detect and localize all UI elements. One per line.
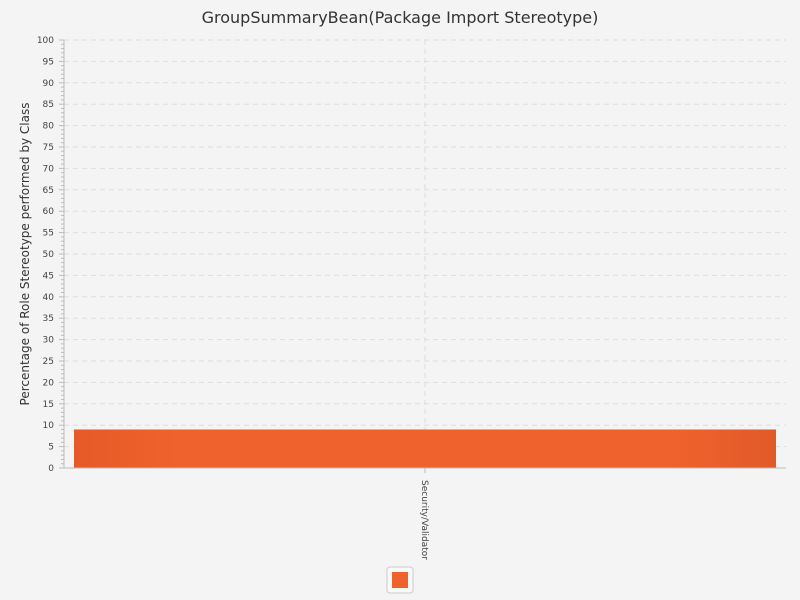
y-axis-label: Percentage of Role Stereotype performed … <box>18 103 32 406</box>
y-tick-label: 15 <box>43 400 54 410</box>
y-tick-label: 90 <box>43 79 55 89</box>
legend <box>386 566 414 594</box>
y-tick-label: 0 <box>48 464 54 474</box>
y-tick-label: 65 <box>43 186 54 196</box>
y-tick-labels: 0 5 10 15 20 25 30 35 40 45 50 55 60 65 70 75 80 85 90 95 10… <box>37 36 54 474</box>
y-tick-label: 50 <box>43 250 55 260</box>
y-tick-label: 40 <box>43 293 55 303</box>
y-tick-label: 55 <box>43 229 54 239</box>
bar <box>74 429 776 468</box>
grid-lines <box>64 39 786 468</box>
y-tick-label: 100 <box>37 36 54 46</box>
y-tick-label: 60 <box>43 207 55 217</box>
axes <box>59 39 786 473</box>
y-tick-label: 45 <box>43 271 54 281</box>
chart-title: GroupSummaryBean(Package Import Stereoty… <box>202 8 599 27</box>
y-tick-label: 75 <box>43 143 54 153</box>
y-tick-label: 10 <box>43 421 55 431</box>
y-tick-label: 70 <box>43 164 55 174</box>
y-tick-label: 35 <box>43 314 54 324</box>
bars <box>74 429 776 468</box>
x-tick-label: Security/Validator <box>419 480 429 560</box>
y-tick-label: 20 <box>43 378 55 388</box>
x-tick-labels: Security/Validator <box>419 480 429 560</box>
y-tick-label: 80 <box>43 122 55 132</box>
y-tick-label: 30 <box>43 336 55 346</box>
legend-swatch <box>392 572 408 588</box>
y-tick-label: 85 <box>43 100 54 110</box>
y-tick-label: 5 <box>48 443 54 453</box>
y-tick-label: 25 <box>43 357 54 367</box>
y-tick-label: 95 <box>43 57 54 67</box>
